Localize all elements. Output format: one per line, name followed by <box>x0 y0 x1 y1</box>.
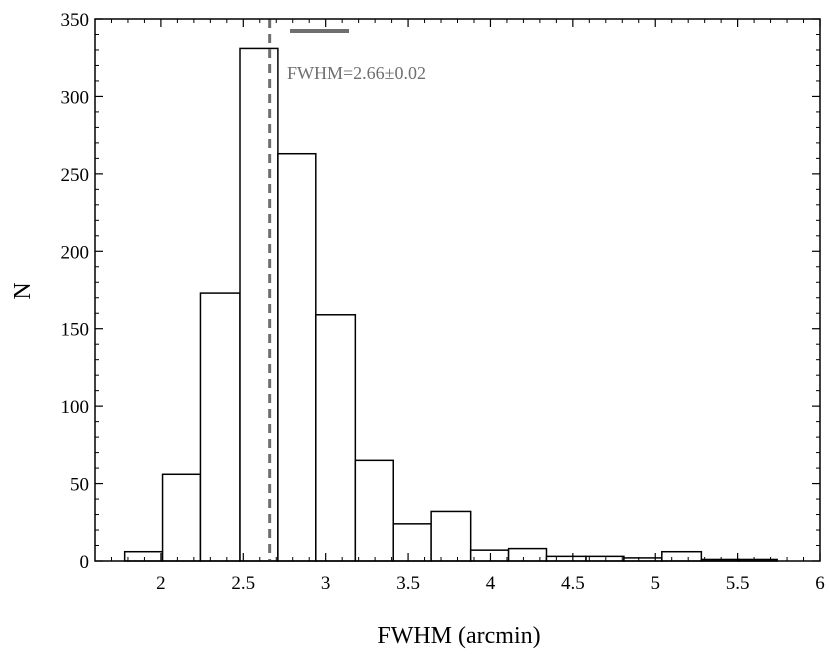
histogram-bar-1 <box>123 550 164 562</box>
histogram-bar-8 <box>392 523 432 562</box>
x-tick-label: 3 <box>321 573 331 594</box>
y-tick-label: 200 <box>61 242 90 263</box>
histogram-bar-11 <box>507 547 548 562</box>
y-tick-label: 300 <box>61 87 90 108</box>
histogram-bar-5 <box>277 152 317 562</box>
histogram-bar-10 <box>469 549 510 562</box>
y-axis-title: N <box>10 282 36 299</box>
y-tick-label: 250 <box>61 165 90 186</box>
y-axis-ticks: 0 50 100 150 200 250 300 350 <box>61 10 820 573</box>
x-tick-label: 5.5 <box>726 573 750 594</box>
y-tick-label: 150 <box>61 320 90 341</box>
y-tick-label: 350 <box>61 10 90 31</box>
x-tick-label: 2.5 <box>231 573 255 594</box>
histogram-bar-6 <box>315 314 357 562</box>
x-tick-label: 2 <box>156 573 166 594</box>
x-tick-label: 6 <box>815 573 825 594</box>
y-tick-label: 100 <box>61 397 90 418</box>
x-axis-title: FWHM (arcmin) <box>377 623 540 649</box>
histogram-bar-3 <box>199 292 241 562</box>
x-axis-ticks: 2 2.5 3 3.5 4 4.5 5 5.5 6 <box>110 19 825 594</box>
histogram-bars <box>123 47 778 562</box>
histogram-bar-15 <box>661 550 703 562</box>
histogram-bar-4 <box>239 47 279 562</box>
histogram-bar-9 <box>430 510 472 562</box>
histogram-bar-2 <box>161 473 202 562</box>
x-tick-label: 5 <box>650 573 660 594</box>
x-tick-label: 4.5 <box>561 573 585 594</box>
legend: FWHM=2.66±0.02 <box>287 29 426 83</box>
legend-label: FWHM=2.66±0.02 <box>287 63 426 83</box>
y-tick-label: 50 <box>70 475 89 496</box>
histogram-bar-7 <box>354 459 394 562</box>
x-tick-label: 3.5 <box>396 573 420 594</box>
x-tick-label: 4 <box>486 573 496 594</box>
y-tick-label: 0 <box>80 552 90 573</box>
